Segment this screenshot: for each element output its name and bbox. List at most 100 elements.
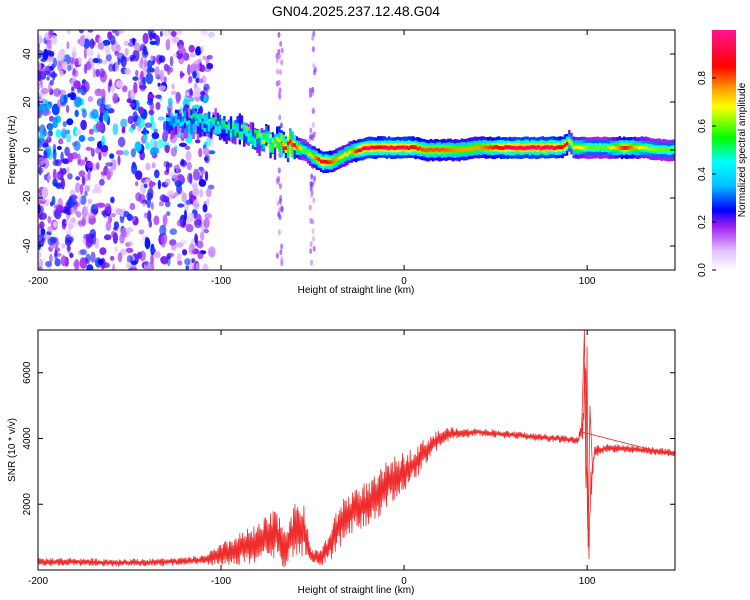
spectrogram-streak-blob [310,189,314,196]
spectrogram-ridge-cell [651,147,654,151]
spectrogram-ridge-cell [449,148,452,153]
spectrogram-noise-blob [70,56,74,64]
spectrogram-noise-blob [204,171,209,181]
spectrogram-noise-blob [125,227,134,234]
spectrogram-noise-blob [162,30,170,37]
spectrogram-ridge-cell [227,125,230,140]
spectrogram-noise-blob [205,187,212,198]
spectrogram-noise-blob [203,217,210,229]
spectrogram-ridge-cell [460,147,463,152]
spectrogram-noise-blob [193,104,201,109]
spectrogram-ridge-cell [656,147,659,152]
spectrogram-ridge-cell [603,146,606,150]
spectrogram-ridge-cell [379,145,382,150]
spectrogram-noise-blob [185,224,194,233]
spectrogram-noise-blob [73,261,79,268]
spectrogram-ridge-cell [251,122,255,145]
spectrogram-ridge-cell [383,145,386,150]
spectrogram-ridge-cell [594,145,597,150]
spectrogram-noise-blob [79,85,87,96]
spectrogram-noise-blob [133,81,138,94]
spectrogram-streak-blob [311,86,315,93]
spectrogram-noise-blob [66,104,70,113]
spectrogram-ridge-cell [543,145,547,150]
spectrogram-noise-blob [151,248,157,254]
spectrogram-ridge-cell [330,160,334,164]
spectrogram-ridge-cell [273,138,277,160]
spectrogram-noise-blob [158,85,166,91]
spectrogram-noise-blob [38,72,42,82]
spectrogram-ridge-cell [484,145,487,150]
spectrogram-ridge-cell [203,115,206,124]
spectrogram-noise-blob [200,91,206,96]
spectrogram-noise-blob [188,243,195,255]
spectrogram-noise-blob [119,212,124,217]
spectrogram-ridge-cell [442,147,446,152]
spectrogram-x-tick-label: 0 [401,276,407,287]
spectrogram-ridge-cell [381,145,384,150]
spectrogram-noise-blob [69,189,76,196]
spectrogram-ridge-cell [469,146,472,151]
spectrogram-noise-blob [185,265,189,270]
spectrogram-x-tick-label: -200 [28,276,48,287]
spectrogram-noise-blob [195,262,200,270]
spectrogram-noise-blob [80,249,87,256]
spectrogram-noise-blob [38,42,41,52]
spectrogram-ridge-cell [434,147,437,152]
spectrogram-ridge-cell [234,124,237,133]
spectrogram-ridge-cell [574,145,578,150]
spectrogram-noise-blob [74,109,79,117]
spectrogram-noise-blob [61,128,67,139]
spectrogram-ridge-cell [185,112,189,127]
spectrogram-ridge-cell [210,118,213,122]
spectrogram-ridge-cell [205,119,209,134]
spectrogram-ridge-cell [662,147,665,152]
spectrogram-ridge-cell [513,146,516,150]
spectrogram-streak-blob [277,229,281,236]
spectrogram-noise-blob [47,215,52,224]
spectrogram-ridge-cell [174,117,178,126]
spectrogram-ridge-cell [341,154,345,159]
spectrogram-noise-blob [95,68,100,78]
spectrogram-y-tick-label: 0 [22,147,33,153]
spectrogram-noise-blob [138,229,145,235]
spectrogram-noise-blob [199,188,204,198]
spectrogram-ridge-cell [363,146,367,150]
spectrogram-streak-blob [277,167,281,174]
spectrogram-noise-blob [51,195,56,206]
spectrogram-noise-blob [185,199,192,205]
spectrogram-noise-blob [198,179,207,187]
spectrogram-noise-blob [125,247,134,253]
spectrogram-noise-blob [119,248,128,256]
spectrogram-ridge-cell [333,158,336,163]
spectrogram-ridge-cell [629,145,632,150]
spectrogram-noise-blob [181,192,187,203]
spectrogram-ridge-cell [218,124,222,129]
spectrogram-ridge-cell [243,122,246,131]
spectrogram-noise-blob [40,87,49,95]
spectrogram-noise-blob [87,96,94,102]
colorbar-gradient [712,30,736,270]
spectrogram-ridge-cell [181,116,184,125]
spectrogram-noise-blob [167,252,175,258]
spectrogram-noise-blob [197,58,202,63]
spectrogram-noise-blob [177,203,185,208]
spectrogram-noise-blob [197,251,204,260]
spectrogram-noise-blob [56,204,64,213]
spectrogram-ridge-cell [238,134,241,138]
spectrogram-noise-blob [158,201,164,207]
spectrogram-streak-blob [310,173,314,180]
spectrogram-noise-blob [49,253,53,263]
spectrogram-ridge-cell [284,146,288,151]
spectrogram-ridge-cell [254,138,257,148]
spectrogram-noise-blob [48,30,53,39]
spectrogram-noise-blob [160,255,168,264]
spectrogram-noise-blob [206,198,210,206]
spectrogram-ridge-cell [245,127,248,137]
spectrogram-noise-blob [116,52,122,58]
spectrogram-noise-blob [60,151,64,163]
spectrogram-ridge-cell [245,125,248,130]
spectrogram-ridge-cell [374,145,378,150]
spectrogram-noise-blob [105,53,112,62]
spectrogram-noise-blob [159,224,167,236]
